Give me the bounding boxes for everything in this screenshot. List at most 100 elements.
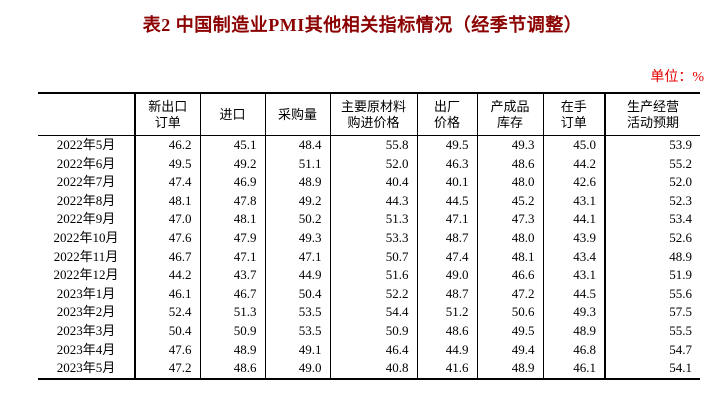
col-header-finished-goods-inventory: 产成品 库存 [477,93,544,136]
unit-note: 单位：% [650,70,704,85]
value-cell: 55.6 [669,285,692,301]
value-cell: 55.8 [330,135,418,155]
value-cell: 55.2 [669,155,692,171]
value-cell: 45.0 [543,135,606,155]
value-cell: 49.2 [200,154,266,174]
value-cell: 43.7 [200,266,266,285]
table-row: 2023年1月 46.1 46.7 50.4 52.2 48.7 47.2 44.5 55.6 [38,284,700,304]
value-cell: 46.7 [200,284,266,304]
table-row: 2022年6月 49.5 49.2 51.1 52.0 46.3 48.6 44.2 55.2 [38,154,700,174]
value-cell: 54.4 [330,303,418,322]
table-header: 新出口 订单 进口 采购量 主要原材料 购进价格 出厂 价格 产成品 库存 在手… [38,93,700,136]
value-cell: 49.2 [265,191,331,211]
value-cell: 47.6 [135,228,201,248]
value-cell: 51.3 [330,210,418,229]
value-cell: 47.1 [265,247,331,267]
value-cell: 48.1 [477,247,544,267]
value-cell: 44.5 [417,191,478,211]
value-cell: 50.4 [265,284,331,304]
value-cell: 52.4 [135,303,201,322]
value-cell: 49.3 [543,303,606,322]
value-cell: 51.3 [200,303,266,322]
value-cell: 46.9 [200,173,266,192]
month-cell: 2022年10月 [38,228,136,248]
table-row: 2022年5月 46.2 45.1 48.4 55.8 49.5 49.3 45.0 53.9 [38,135,700,155]
value-cell: 45.2 [477,191,544,211]
table-row: 2023年2月 52.4 51.3 53.5 54.4 51.2 50.6 49.3 57.5 [38,303,700,322]
value-cell: 43.1 [543,266,606,285]
value-cell: 48.9 [477,359,544,379]
value-cell: 48.7 [417,284,478,304]
col-header-month [38,93,136,136]
value-cell: 53.5 [265,321,331,341]
value-cell: 49.5 [135,154,201,174]
value-cell: 47.0 [135,210,201,229]
value-cell: 47.2 [477,284,544,304]
value-cell: 48.1 [200,210,266,229]
value-cell: 48.7 [417,228,478,248]
month-cell: 2022年8月 [38,191,136,211]
header-row: 新出口 订单 进口 采购量 主要原材料 购进价格 出厂 价格 产成品 库存 在手… [38,93,700,136]
value-cell: 50.6 [477,303,544,322]
value-cell: 44.1 [543,210,606,229]
value-cell: 53.9 [669,137,692,152]
col-header-imports: 进口 [200,93,266,136]
month-cell: 2023年1月 [38,284,136,304]
value-cell: 46.3 [417,154,478,174]
table-row: 2023年3月 50.4 50.9 53.5 50.9 48.6 49.5 48.9 55.5 [38,321,700,341]
value-cell: 50.9 [200,321,266,341]
value-cell: 50.9 [330,321,418,341]
table-row: 2023年4月 47.6 48.9 49.1 46.4 44.9 49.4 46.8 54.7 [38,340,700,360]
value-cell: 49.4 [477,340,544,360]
value-cell: 46.1 [543,359,606,379]
value-cell: 53.4 [669,211,692,227]
value-cell: 47.3 [477,210,544,229]
table-container: 新出口 订单 进口 采购量 主要原材料 购进价格 出厂 价格 产成品 库存 在手… [38,92,700,380]
value-cell: 44.9 [265,266,331,285]
value-cell: 51.2 [417,303,478,322]
month-cell: 2022年5月 [38,135,136,155]
table-row: 2022年8月 48.1 47.8 49.2 44.3 44.5 45.2 43.1 52.3 [38,191,700,211]
table-body: 2022年5月 46.2 45.1 48.4 55.8 49.5 49.3 45.0 53.9 2… [38,135,700,379]
value-cell: 49.3 [265,228,331,248]
value-cell: 49.0 [417,266,478,285]
value-cell: 40.1 [417,173,478,192]
table-row: 2022年12月 44.2 43.7 44.9 51.6 49.0 46.6 43.1 51.9 [38,266,700,285]
value-cell: 55.5 [669,322,692,338]
month-cell: 2022年11月 [38,247,136,267]
value-cell: 51.6 [330,266,418,285]
value-cell: 48.9 [200,340,266,360]
value-cell: 47.8 [200,191,266,211]
value-cell: 40.4 [330,173,418,192]
value-cell: 48.9 [669,248,692,264]
value-cell: 41.6 [417,359,478,379]
table-row: 2022年9月 47.0 48.1 50.2 51.3 47.1 47.3 44.1 53.4 [38,210,700,229]
value-cell: 48.9 [543,321,606,341]
value-cell: 54.1 [669,360,692,376]
value-cell: 47.1 [200,247,266,267]
value-cell: 48.6 [200,359,266,379]
value-cell: 54.7 [669,341,692,357]
month-cell: 2023年3月 [38,321,136,341]
value-cell: 47.9 [200,228,266,248]
value-cell: 46.4 [330,340,418,360]
table-row: 2023年5月 47.2 48.6 49.0 40.8 41.6 48.9 46.1 54.1 [38,359,700,379]
value-cell: 50.7 [330,247,418,267]
value-cell: 49.5 [417,135,478,155]
value-cell: 48.1 [135,191,201,211]
value-cell: 48.6 [417,321,478,341]
value-cell: 46.1 [135,284,201,304]
value-cell: 48.0 [477,173,544,192]
col-header-input-prices: 主要原材料 购进价格 [330,93,418,136]
value-cell: 50.2 [265,210,331,229]
value-cell: 44.9 [417,340,478,360]
value-cell: 48.4 [265,135,331,155]
month-cell: 2023年2月 [38,303,136,322]
col-header-orders-on-hand: 在手 订单 [543,93,606,136]
table-row: 2022年11月 46.7 47.1 47.1 50.7 47.4 48.1 43.4 48.9 [38,247,700,267]
month-cell: 2022年6月 [38,154,136,174]
value-cell: 52.6 [669,229,692,245]
month-cell: 2022年9月 [38,210,136,229]
value-cell: 48.6 [477,154,544,174]
page-title: 表2 中国制造业PMI其他相关指标情况（经季节调整） [142,15,583,35]
